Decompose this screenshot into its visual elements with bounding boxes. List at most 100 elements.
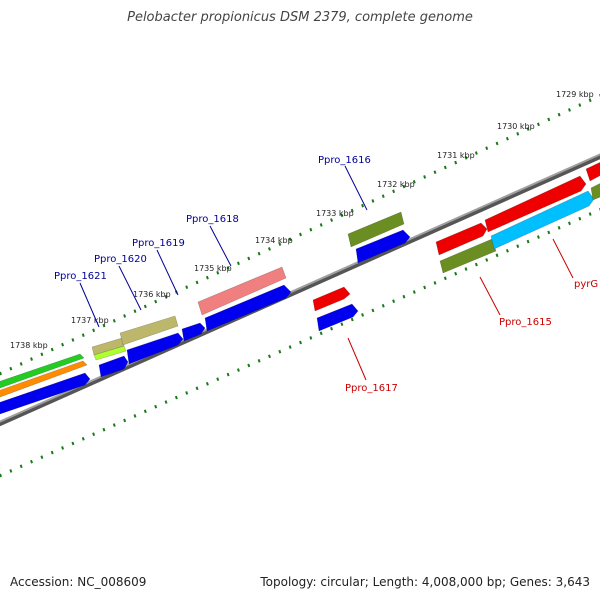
tick-mark [112,318,116,323]
tick-mark [454,271,458,276]
gene-bar-cyan[interactable] [490,190,595,250]
tick-mark [350,317,354,322]
tick-mark [474,151,478,155]
tick-mark [423,285,427,290]
tick-mark [102,323,106,328]
tick-mark [392,189,396,194]
tick-mark [268,354,271,359]
tick-mark [568,221,571,226]
tick-mark [474,262,478,267]
tick-mark [340,322,344,326]
tick-mark [371,308,375,313]
gene-label-pyrg: pyrG [574,279,598,290]
gene-bar-green[interactable] [0,353,85,389]
tick-mark [516,244,520,249]
tick-mark [236,368,240,372]
tick-mark [61,342,65,347]
tick-mark [216,377,220,382]
tick-mark [547,117,551,122]
kbp-label-1736: 1736 kbp [133,290,171,299]
tick-mark [547,230,551,235]
tick-mark [464,155,468,160]
gene-bar-blue-1617[interactable] [316,303,359,332]
kbp-label-1733: 1733 kbp [316,209,354,218]
tick-mark [402,184,406,189]
gene-bar-blue-1616[interactable] [355,229,411,264]
tick-mark [205,275,209,280]
gene-labels: Ppro_1616 Ppro_1618 Ppro_1619 Ppro_1620 … [54,155,598,394]
kbp-label-1737: 1737 kbp [71,316,109,325]
tick-mark [412,179,416,184]
tick-mark [174,395,178,400]
tick-mark [205,381,209,386]
tick-mark [123,418,127,423]
gene-bar-olive-edge[interactable] [590,181,600,201]
tick-mark [257,251,261,256]
tick-mark [485,258,489,262]
gene-bar-red-edge[interactable] [585,160,600,182]
tick-mark [309,227,313,232]
tick-mark [340,213,344,218]
gene-bar-blue-small[interactable] [98,355,129,378]
gene-bar-red-b[interactable] [484,175,587,233]
tick-mark [154,404,158,409]
tick-mark [164,400,168,404]
tick-mark [71,441,75,446]
tick-mark [236,261,240,266]
tick-mark [0,473,2,478]
tick-mark [226,372,230,377]
gene-label-ppro-1618: Ppro_1618 [186,214,239,225]
tick-mark [588,212,592,216]
tick-mark [350,208,354,213]
tick-mark [0,371,2,376]
tick-mark [319,223,323,227]
tick-mark [536,235,540,239]
tick-mark [505,136,509,141]
gene-bar-lime-small[interactable] [93,345,127,361]
tick-mark [257,359,261,363]
tick-mark [268,247,271,251]
kbp-label-1735: 1735 kbp [194,264,232,273]
kbp-labels: 1729 kbp 1730 kbp 1731 kbp 1732 kbp 1733… [10,90,594,350]
upper-tick-row [0,94,600,376]
gene-bar-blue[interactable] [0,372,91,415]
tick-mark [433,281,437,285]
tick-mark [495,141,499,146]
tick-mark [381,194,385,198]
gene-bar-salmon[interactable] [197,266,287,316]
gene-bar-olive-1616[interactable] [347,211,405,248]
tick-mark [102,427,106,432]
gene-bar-khaki[interactable] [119,315,179,346]
gene-bar-red-a[interactable] [435,222,488,256]
gene-label-ppro-1619: Ppro_1619 [132,238,185,249]
tick-mark [361,203,365,208]
tick-mark [30,459,33,464]
tick-mark [9,366,13,371]
gene-features[interactable] [0,160,600,415]
kbp-label-1731: 1731 kbp [437,151,475,160]
tick-mark [557,226,561,230]
tick-mark [81,333,85,337]
tick-mark [381,303,385,308]
gene-bar-blue-1619[interactable] [181,322,206,342]
tick-mark [371,199,375,203]
gene-bar-red-1617[interactable] [312,286,351,312]
tick-mark [443,165,447,170]
tick-mark [81,436,85,441]
tick-mark [526,239,530,244]
gene-bar-blue-1618[interactable] [204,284,292,332]
tick-mark [392,299,396,304]
kbp-label-1730: 1730 kbp [497,122,535,131]
tick-mark [185,391,189,395]
gene-bar-orange[interactable] [0,360,88,398]
tick-mark [505,248,509,253]
tick-mark [319,331,323,336]
gene-bar-olive-1615[interactable] [439,238,497,274]
tick-mark [278,349,282,354]
tick-mark [578,103,582,107]
tick-mark [19,464,23,469]
gene-bar-blue-1620[interactable] [126,332,184,365]
tick-mark [143,304,147,309]
tick-mark [536,122,540,127]
